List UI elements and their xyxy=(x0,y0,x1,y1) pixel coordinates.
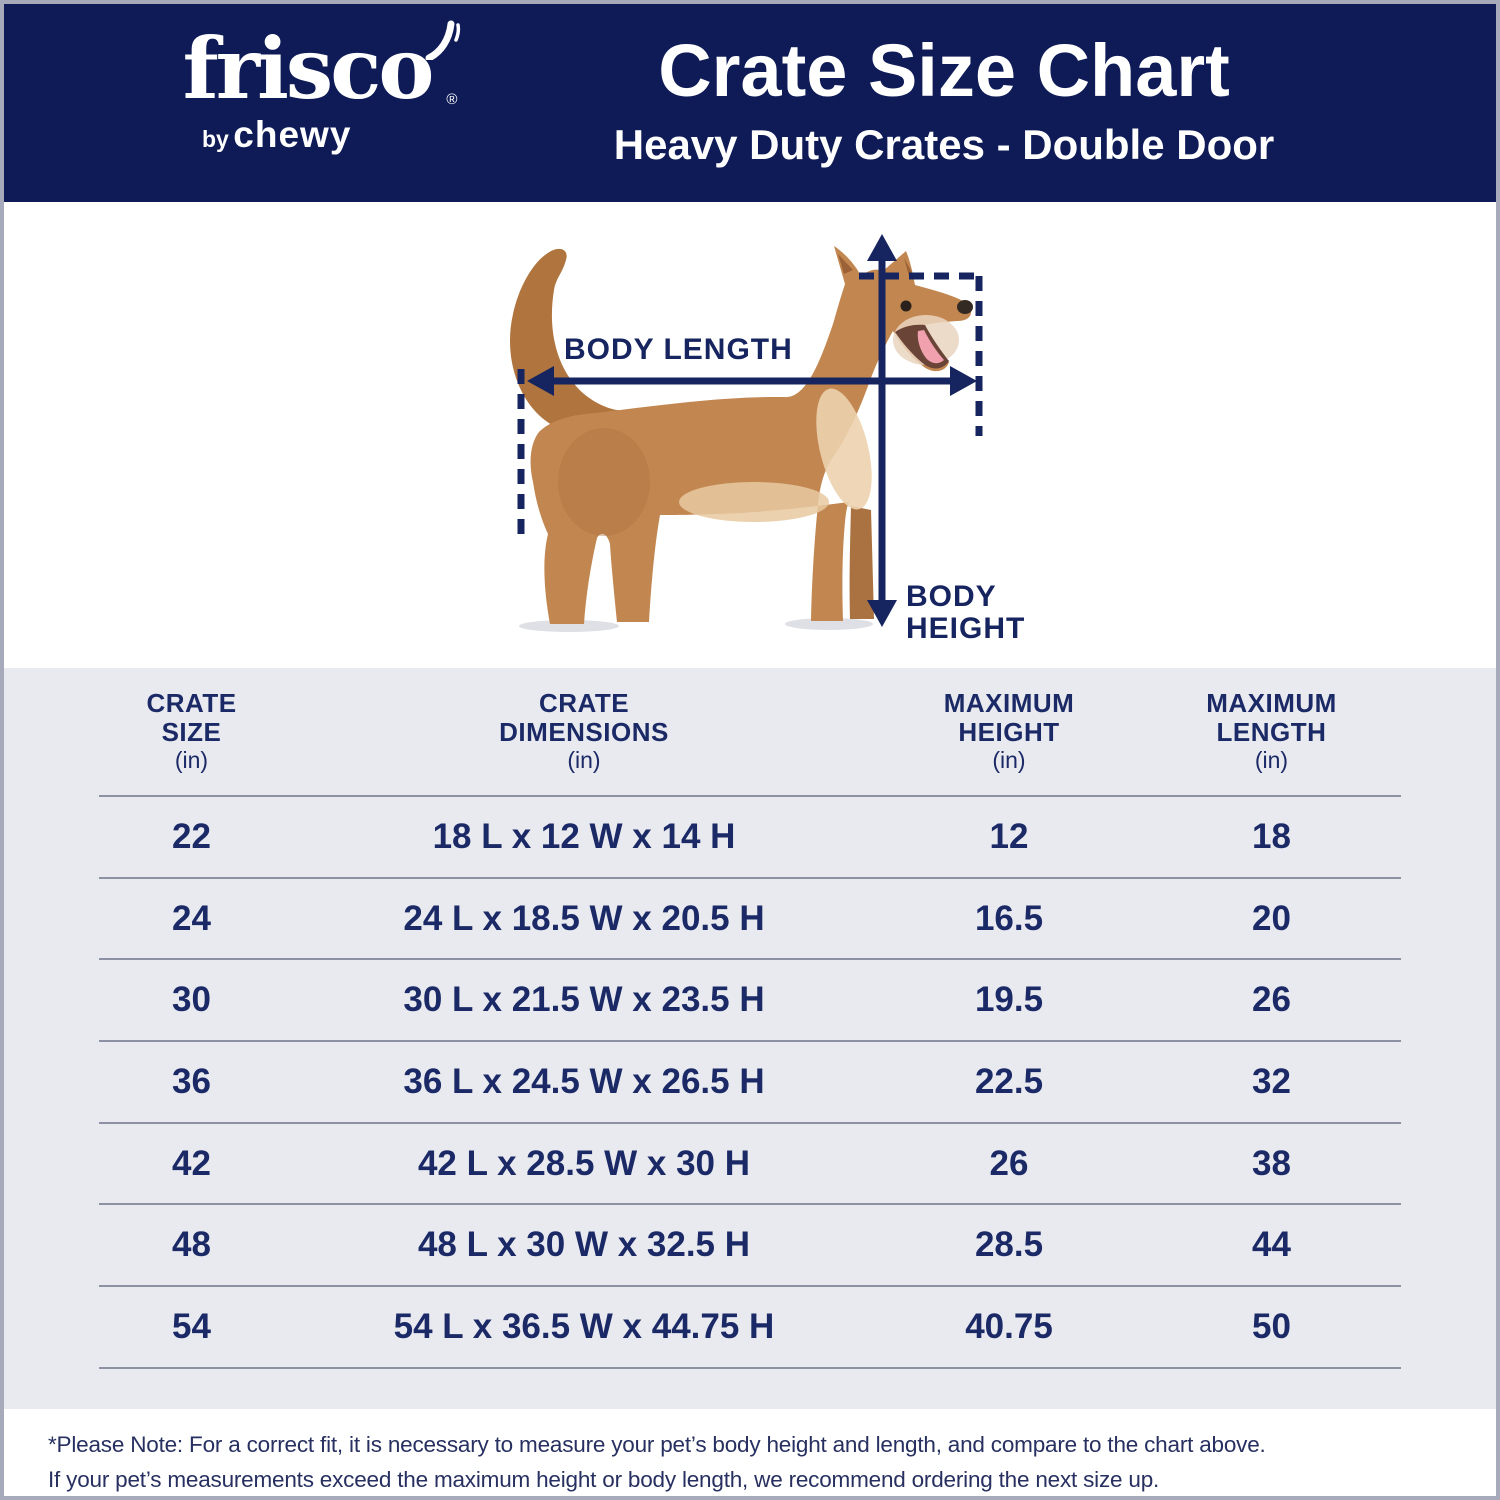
footnote-line-1: *Please Note: For a correct fit, it is n… xyxy=(48,1432,1266,1457)
crate-dimensions-cell: 30 L x 21.5 W x 23.5 H xyxy=(403,980,765,1020)
crate-size-cell: 48 xyxy=(172,1225,211,1265)
tail-swoosh-icon xyxy=(425,20,461,60)
maximum-length-cell: 18 xyxy=(1252,816,1291,856)
crate-dimensions-cell: 54 L x 36.5 W x 44.75 H xyxy=(393,1306,775,1346)
table-row: 24 24 L x 18.5 W x 20.5 H 16.5 20 xyxy=(99,879,1401,961)
maximum-height-cell: 16.5 xyxy=(974,898,1044,938)
crate-dimensions-cell: 42 L x 28.5 W x 30 H xyxy=(417,1143,751,1183)
crate-size-cell: 22 xyxy=(172,816,211,856)
body-height-arrow xyxy=(867,234,897,627)
maximum-length-cell: 44 xyxy=(1252,1225,1291,1265)
column-header-maximum-length: MAXIMUM LENGTH (in) xyxy=(1206,688,1337,774)
crate-dimensions-cell: 18 L x 12 W x 14 H xyxy=(432,816,736,856)
column-header-crate-dimensions: CRATE DIMENSIONS (in) xyxy=(499,688,669,774)
page-subtitle: Heavy Duty Crates - Double Door xyxy=(613,121,1275,168)
table-row: 30 30 L x 21.5 W x 23.5 H 19.5 26 xyxy=(99,960,1401,1043)
maximum-length-cell: 38 xyxy=(1252,1143,1291,1183)
crate-size-cell: 24 xyxy=(172,898,211,938)
body-length-label: BODY LENGTH xyxy=(564,333,793,366)
frisco-logo: frisco ® by chewy xyxy=(132,20,482,156)
crate-size-cell: 30 xyxy=(172,980,211,1020)
header: frisco ® by chewy Crate Size Chart Heavy… xyxy=(4,4,1496,202)
body-height-label-line2: HEIGHT xyxy=(906,612,1025,645)
chewy-wordmark: chewy xyxy=(233,113,352,155)
byline-prefix: by xyxy=(202,125,229,152)
maximum-height-cell: 19.5 xyxy=(974,980,1044,1020)
size-table: CRATE SIZE (in) CRATE DIMENSIONS (in) MA… xyxy=(4,668,1496,1409)
table-row: 48 48 L x 30 W x 32.5 H 28.5 44 xyxy=(99,1205,1401,1288)
crate-size-cell: 36 xyxy=(172,1061,211,1101)
footnote: *Please Note: For a correct fit, it is n… xyxy=(4,1409,1496,1496)
measurement-diagram: BODY LENGTH BODY HEIGHT xyxy=(4,202,1496,668)
page-title: Crate Size Chart xyxy=(658,29,1230,112)
body-length-arrow xyxy=(527,366,977,396)
title-block: Crate Size Chart Heavy Duty Crates - Dou… xyxy=(524,34,1364,166)
maximum-height-cell: 22.5 xyxy=(974,1061,1044,1101)
maximum-height-cell: 26 xyxy=(989,1143,1029,1183)
table-header-row: CRATE SIZE (in) CRATE DIMENSIONS (in) MA… xyxy=(99,668,1401,797)
maximum-height-cell: 28.5 xyxy=(974,1225,1044,1265)
chewy-byline: by chewy xyxy=(132,114,482,156)
table-row: 42 42 L x 28.5 W x 30 H 26 38 xyxy=(99,1124,1401,1206)
maximum-length-cell: 50 xyxy=(1252,1306,1291,1346)
dog-measurement-illustration: BODY LENGTH BODY HEIGHT xyxy=(509,234,1025,645)
crate-dimensions-cell: 36 L x 24.5 W x 26.5 H xyxy=(403,1061,765,1101)
maximum-height-cell: 12 xyxy=(989,816,1029,856)
crate-dimensions-cell: 48 L x 30 W x 32.5 H xyxy=(417,1225,751,1265)
body-height-label-line1: BODY xyxy=(906,580,997,613)
dog-shadow xyxy=(519,618,873,632)
table-row: 54 54 L x 36.5 W x 44.75 H 40.75 50 xyxy=(99,1287,1401,1369)
dog-illustration xyxy=(509,246,973,624)
footnote-line-2: If your pet’s measurements exceed the ma… xyxy=(48,1467,1160,1492)
frisco-wordmark: frisco xyxy=(182,19,435,118)
registered-mark: ® xyxy=(446,90,458,108)
crate-size-cell: 42 xyxy=(172,1143,211,1183)
maximum-length-cell: 20 xyxy=(1252,898,1291,938)
table-row: 36 36 L x 24.5 W x 26.5 H 22.5 32 xyxy=(99,1042,1401,1124)
crate-dimensions-cell: 24 L x 18.5 W x 20.5 H xyxy=(403,898,765,938)
table-row: 22 18 L x 12 W x 14 H 12 18 xyxy=(99,797,1401,879)
column-header-crate-size: CRATE SIZE (in) xyxy=(146,688,237,774)
maximum-length-cell: 32 xyxy=(1252,1061,1291,1101)
maximum-height-cell: 40.75 xyxy=(965,1306,1053,1346)
crate-size-cell: 54 xyxy=(172,1306,211,1346)
measurement-guide-dashes xyxy=(517,272,983,534)
column-header-maximum-height: MAXIMUM HEIGHT (in) xyxy=(943,688,1075,774)
maximum-length-cell: 26 xyxy=(1252,980,1291,1020)
